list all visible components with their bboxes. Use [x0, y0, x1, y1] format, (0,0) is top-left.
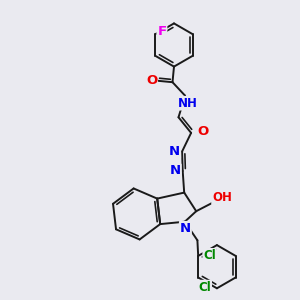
Text: NH: NH: [178, 97, 198, 110]
Text: N: N: [169, 145, 180, 158]
Text: N: N: [180, 222, 191, 235]
Text: OH: OH: [212, 191, 232, 204]
Text: N: N: [169, 164, 181, 178]
Text: F: F: [157, 25, 167, 38]
Text: O: O: [197, 125, 208, 138]
Text: O: O: [146, 74, 157, 87]
Text: Cl: Cl: [198, 280, 211, 294]
Text: Cl: Cl: [203, 249, 216, 262]
